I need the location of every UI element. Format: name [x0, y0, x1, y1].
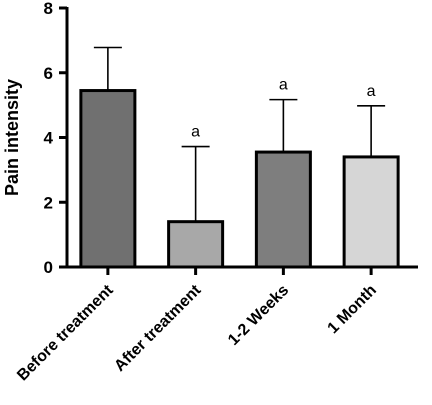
significance-annotation: a — [367, 83, 376, 100]
x-tick-label: Before treatment — [14, 281, 117, 384]
bar — [254, 150, 312, 269]
x-tick-label: 1-2 Weeks — [225, 282, 292, 349]
y-tick-label: 4 — [44, 129, 54, 148]
significance-annotation: a — [191, 124, 200, 141]
x-tick-label: After treatment — [111, 281, 205, 375]
x-tick-label: 1 Month — [325, 282, 380, 337]
y-ticks: 0 2 4 6 8 — [44, 0, 67, 277]
y-tick-label: 8 — [44, 0, 53, 18]
y-axis-title: Pain intensity — [2, 79, 22, 196]
y-tick-label: 6 — [44, 64, 53, 83]
bars: a a a — [79, 46, 400, 269]
y-tick-label: 0 — [44, 258, 53, 277]
bar — [79, 89, 137, 269]
significance-annotation: a — [279, 77, 288, 94]
bar — [167, 220, 225, 269]
bar — [342, 155, 400, 269]
y-tick-label: 2 — [44, 193, 53, 212]
